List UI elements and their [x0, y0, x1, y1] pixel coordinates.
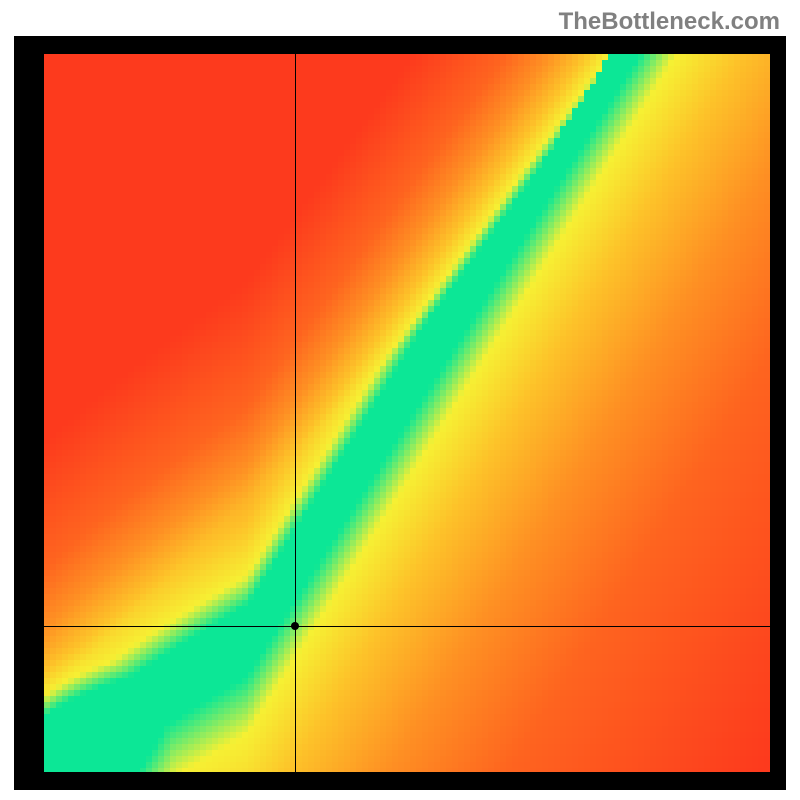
- chart-frame: [14, 36, 786, 790]
- crosshair-horizontal: [44, 626, 770, 627]
- plot-area: [44, 54, 770, 772]
- watermark-text: TheBottleneck.com: [559, 8, 780, 36]
- marker-dot: [291, 622, 299, 630]
- heatmap-canvas: [44, 54, 770, 772]
- crosshair-vertical: [295, 54, 296, 772]
